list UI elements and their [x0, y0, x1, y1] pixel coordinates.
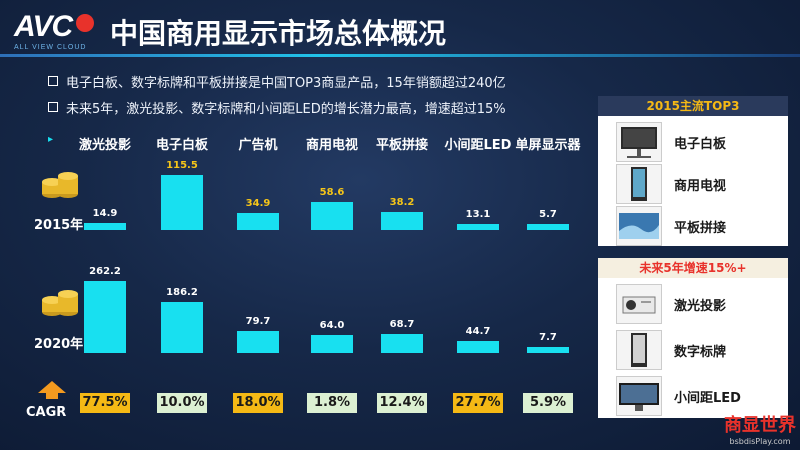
- bullet-2: 未来5年，激光投影、数字标牌和小间距LED的增长潜力最高，增速超过15%: [48, 98, 506, 117]
- bar-2015: [527, 224, 569, 230]
- data-label-2020: 64.0: [319, 320, 345, 332]
- series-label-2015: 2015年: [34, 218, 84, 233]
- bar-2015: [381, 211, 423, 230]
- fine-pitch-led-icon: [616, 376, 662, 416]
- data-label-2015: 34.9: [245, 198, 271, 210]
- data-label-2015: 14.9: [92, 207, 118, 219]
- category-label: 小间距LED: [444, 138, 512, 153]
- bar-2020: [161, 301, 203, 353]
- data-label-2020: 79.7: [245, 316, 271, 328]
- growth-panel-body: 激光投影 数字标牌 小间距LED: [598, 278, 788, 418]
- growth-item: 小间距LED: [674, 391, 741, 406]
- pointer-arrow-icon: ▸: [48, 134, 54, 145]
- growth-panel: 未来5年增速15%+ 激光投影 数字标牌 小间距LED: [598, 258, 788, 418]
- series-label-2020: 2020年: [34, 337, 84, 352]
- data-label-2020: 186.2: [166, 286, 198, 298]
- bullet-square-icon: [48, 102, 58, 112]
- category-label: 电子白板: [155, 138, 208, 153]
- top3-panel-body: 电子白板 商用电视 平板拼接: [598, 116, 788, 246]
- bullet-1: 电子白板、数字标牌和平板拼接是中国TOP3商显产品，15年销额超过240亿: [48, 72, 506, 91]
- kiosk-tv-icon: [616, 164, 662, 204]
- watermark: 商显世界 bsbdisPlay.com: [724, 411, 796, 446]
- cagr-value: 10.0%: [157, 393, 207, 413]
- whiteboard-icon: [616, 122, 662, 162]
- category-label: 商用电视: [305, 138, 358, 153]
- data-label-2015: 58.6: [319, 187, 345, 199]
- category-label: 平板拼接: [375, 138, 428, 153]
- category-label: 广告机: [238, 138, 278, 153]
- data-label-2020: 68.7: [389, 319, 415, 331]
- top3-item: 商用电视: [674, 179, 727, 194]
- digital-signage-icon: [616, 330, 662, 370]
- bar-2015: [237, 213, 279, 230]
- avc-logo: AVC ALL VIEW CLOUD: [14, 10, 94, 54]
- page-title: 中国商用显示市场总体概况: [110, 17, 447, 50]
- top3-panel: 2015主流TOP3 电子白板 商用电视 平板拼接: [598, 96, 788, 246]
- bullet-text: 电子白板、数字标牌和平板拼接是中国TOP3商显产品，15年销额超过240亿: [66, 76, 506, 91]
- bar-2020: [381, 334, 423, 353]
- growth-item: 数字标牌: [674, 345, 727, 360]
- cagr-value: 18.0%: [233, 393, 283, 413]
- cagr-value: 5.9%: [523, 393, 573, 413]
- bar-2015: [161, 175, 203, 230]
- bar-2020: [311, 335, 353, 353]
- cagr-value: 12.4%: [377, 393, 427, 413]
- coins-icon: [42, 172, 78, 198]
- cagr-value: 1.8%: [307, 393, 357, 413]
- data-label-2020: 44.7: [465, 325, 491, 337]
- bar-2015: [84, 222, 126, 230]
- growth-item: 激光投影: [674, 299, 727, 314]
- growth-panel-title: 未来5年增速15%+: [598, 258, 788, 278]
- bar-2015: [457, 223, 499, 230]
- data-label-2020: 262.2: [89, 266, 121, 277]
- cagr-label: CAGR: [26, 405, 67, 420]
- logo-dot-icon: [76, 14, 94, 32]
- video-wall-icon: [616, 206, 662, 246]
- coins-icon: [42, 290, 78, 316]
- data-label-2020: 7.7: [539, 332, 557, 343]
- bar-2020: [237, 331, 279, 353]
- data-label-2015: 5.7: [539, 209, 557, 220]
- top3-panel-title: 2015主流TOP3: [598, 96, 788, 116]
- bullet-text: 未来5年，激光投影、数字标牌和小间距LED的增长潜力最高，增速超过15%: [66, 102, 506, 117]
- top3-item: 平板拼接: [674, 221, 727, 236]
- laser-projector-icon: [616, 284, 662, 324]
- title-divider: [0, 54, 800, 57]
- watermark-title: 商显世界: [724, 415, 796, 436]
- bar-2020: [527, 347, 569, 353]
- category-label: 单屏显示器: [515, 138, 581, 153]
- data-label-2015: 115.5: [166, 160, 198, 171]
- bar-2020: [457, 340, 499, 353]
- cagr-value: 77.5%: [80, 393, 130, 413]
- data-label-2015: 13.1: [465, 208, 491, 220]
- bullet-square-icon: [48, 76, 58, 86]
- cagr-value: 27.7%: [453, 393, 503, 413]
- logo-subtitle: ALL VIEW CLOUD: [14, 44, 87, 51]
- up-arrow-icon: [38, 381, 66, 399]
- category-label: 激光投影: [78, 138, 131, 153]
- watermark-url: bsbdisPlay.com: [729, 437, 791, 446]
- logo-text: AVC: [14, 10, 73, 43]
- bar-chart: 激光投影 电子白板 广告机 商用电视 平板拼接 小间距LED 单屏显示器 2015年 2020年…: [26, 138, 581, 420]
- bar-2015: [311, 202, 353, 230]
- bar-2020: [84, 281, 126, 353]
- data-label-2015: 38.2: [389, 196, 415, 208]
- top3-item: 电子白板: [674, 137, 727, 152]
